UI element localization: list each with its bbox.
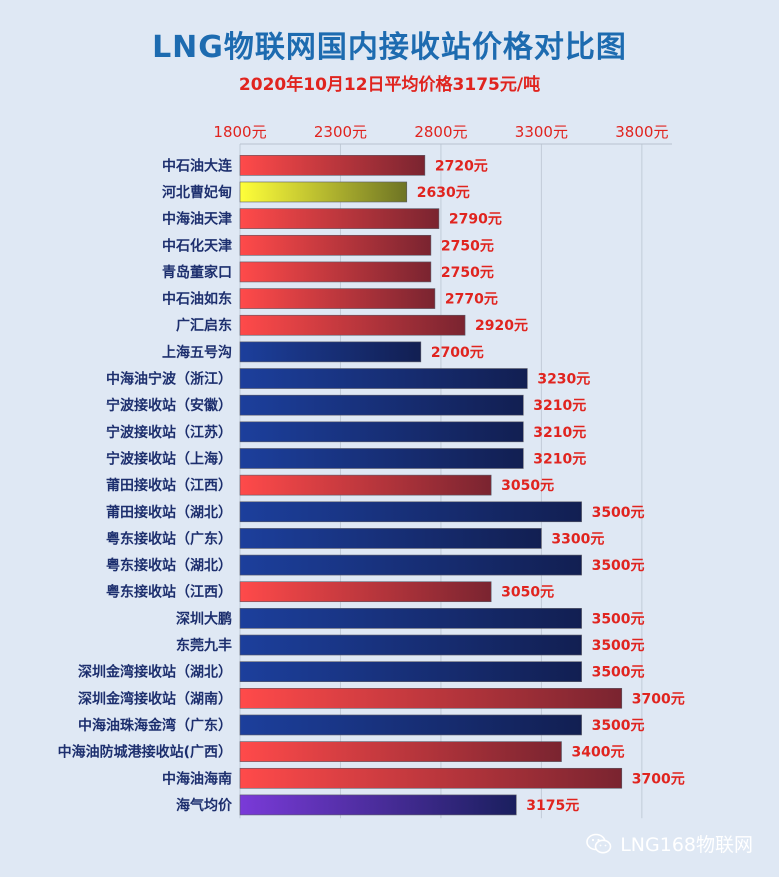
bar (239, 634, 582, 656)
value-label: 2770元 (445, 292, 498, 308)
value-label: 3500元 (592, 638, 645, 654)
wechat-icon (586, 833, 612, 853)
value-label: 3700元 (632, 691, 685, 707)
x-tick-label: 2300元 (314, 123, 367, 141)
bar (239, 688, 623, 709)
category-label: 宁波接收站（江苏） (106, 424, 232, 441)
bar (239, 208, 440, 229)
value-label: 3175元 (526, 798, 579, 814)
value-label: 2790元 (449, 212, 502, 228)
category-label: 东莞九丰 (176, 637, 232, 654)
value-label: 3210元 (533, 451, 586, 467)
category-label: 中海油珠海金湾（广东） (78, 717, 232, 734)
value-label: 3050元 (501, 478, 554, 494)
value-label: 2720元 (435, 158, 488, 174)
value-label: 2920元 (475, 318, 528, 334)
value-label: 2630元 (417, 185, 470, 201)
x-axis-ticks: 1800元 2300元 2800元 3300元 3800元 (213, 123, 668, 141)
bar (239, 155, 426, 176)
value-label: 3230元 (537, 372, 590, 388)
bar (239, 714, 582, 736)
category-labels: 中石油大连河北曹妃甸中海油天津中石化天津青岛董家口中石油如东广汇启东上海五号沟中… (58, 157, 233, 814)
category-label: 宁波接收站（安徽） (106, 397, 232, 414)
category-label: 中石油如东 (162, 291, 232, 308)
bar (239, 181, 408, 203)
x-tick-label: 2800元 (414, 123, 467, 141)
bar (239, 341, 422, 363)
bar (239, 448, 524, 469)
category-label: 莆田接收站（湖北） (106, 504, 232, 521)
chart-subtitle: 2020年10月12日平均价格3175元/吨 (238, 75, 541, 95)
bar (239, 368, 528, 389)
bar (239, 261, 432, 283)
value-label: 3300元 (551, 531, 604, 547)
value-label: 3500元 (592, 665, 645, 681)
value-label: 3400元 (571, 745, 624, 761)
bar (239, 528, 542, 549)
bar (239, 554, 582, 576)
category-label: 青岛董家口 (162, 264, 232, 281)
bar (239, 661, 582, 682)
bar (239, 474, 492, 496)
category-label: 粤东接收站（湖北） (106, 557, 232, 574)
watermark-text: LNG168物联网 (620, 834, 753, 856)
x-tick-label: 3800元 (615, 123, 668, 141)
x-tick-label: 1800元 (213, 123, 266, 141)
bar (239, 314, 466, 336)
category-label: 深圳大鹏 (176, 610, 232, 627)
category-label: 粤东接收站（江西） (106, 584, 232, 601)
bar (239, 501, 582, 523)
value-label: 3500元 (592, 558, 645, 574)
category-label: 中海油宁波（浙江） (106, 371, 232, 388)
category-label: 中海油海南 (162, 770, 232, 787)
category-label: 深圳金湾接收站（湖南） (78, 690, 232, 707)
value-labels: 2720元 2630元 2790元 2750元 2750元 2770元 2920元 2700元… (417, 158, 685, 814)
category-label: 河北曹妃甸 (162, 184, 232, 201)
x-tick-label: 3300元 (515, 123, 568, 141)
value-label: 3050元 (501, 585, 554, 601)
value-label: 3210元 (533, 398, 586, 414)
bar (239, 741, 562, 762)
category-label: 海气均价 (176, 797, 233, 814)
category-label: 中石化天津 (162, 237, 232, 254)
category-label: 中石油大连 (162, 157, 233, 174)
category-label: 上海五号沟 (162, 344, 232, 361)
value-label: 2750元 (441, 265, 494, 281)
bar (239, 581, 492, 603)
watermark: LNG168物联网 (586, 830, 753, 857)
value-label: 2700元 (431, 345, 484, 361)
bar (239, 234, 432, 256)
category-label: 宁波接收站（上海） (106, 450, 232, 467)
category-label: 中海油防城港接收站(广西） (58, 744, 232, 761)
bar (239, 394, 524, 416)
bar (239, 794, 517, 816)
bars (239, 155, 623, 816)
category-label: 粤东接收站（广东） (106, 530, 232, 547)
category-label: 莆田接收站（江西） (106, 477, 232, 494)
category-label: 广汇启东 (176, 317, 232, 334)
value-label: 3210元 (533, 425, 586, 441)
bar (239, 288, 436, 309)
chart-title: LNG物联网国内接收站价格对比图 (152, 30, 627, 65)
value-label: 3700元 (632, 771, 685, 787)
value-label: 2750元 (441, 238, 494, 254)
bar (239, 608, 582, 629)
bar (239, 767, 623, 789)
bar (239, 421, 524, 443)
category-label: 中海油天津 (162, 211, 232, 228)
value-label: 3500元 (592, 718, 645, 734)
category-label: 深圳金湾接收站（湖北） (78, 664, 232, 681)
value-label: 3500元 (592, 611, 645, 627)
value-label: 3500元 (592, 505, 645, 521)
